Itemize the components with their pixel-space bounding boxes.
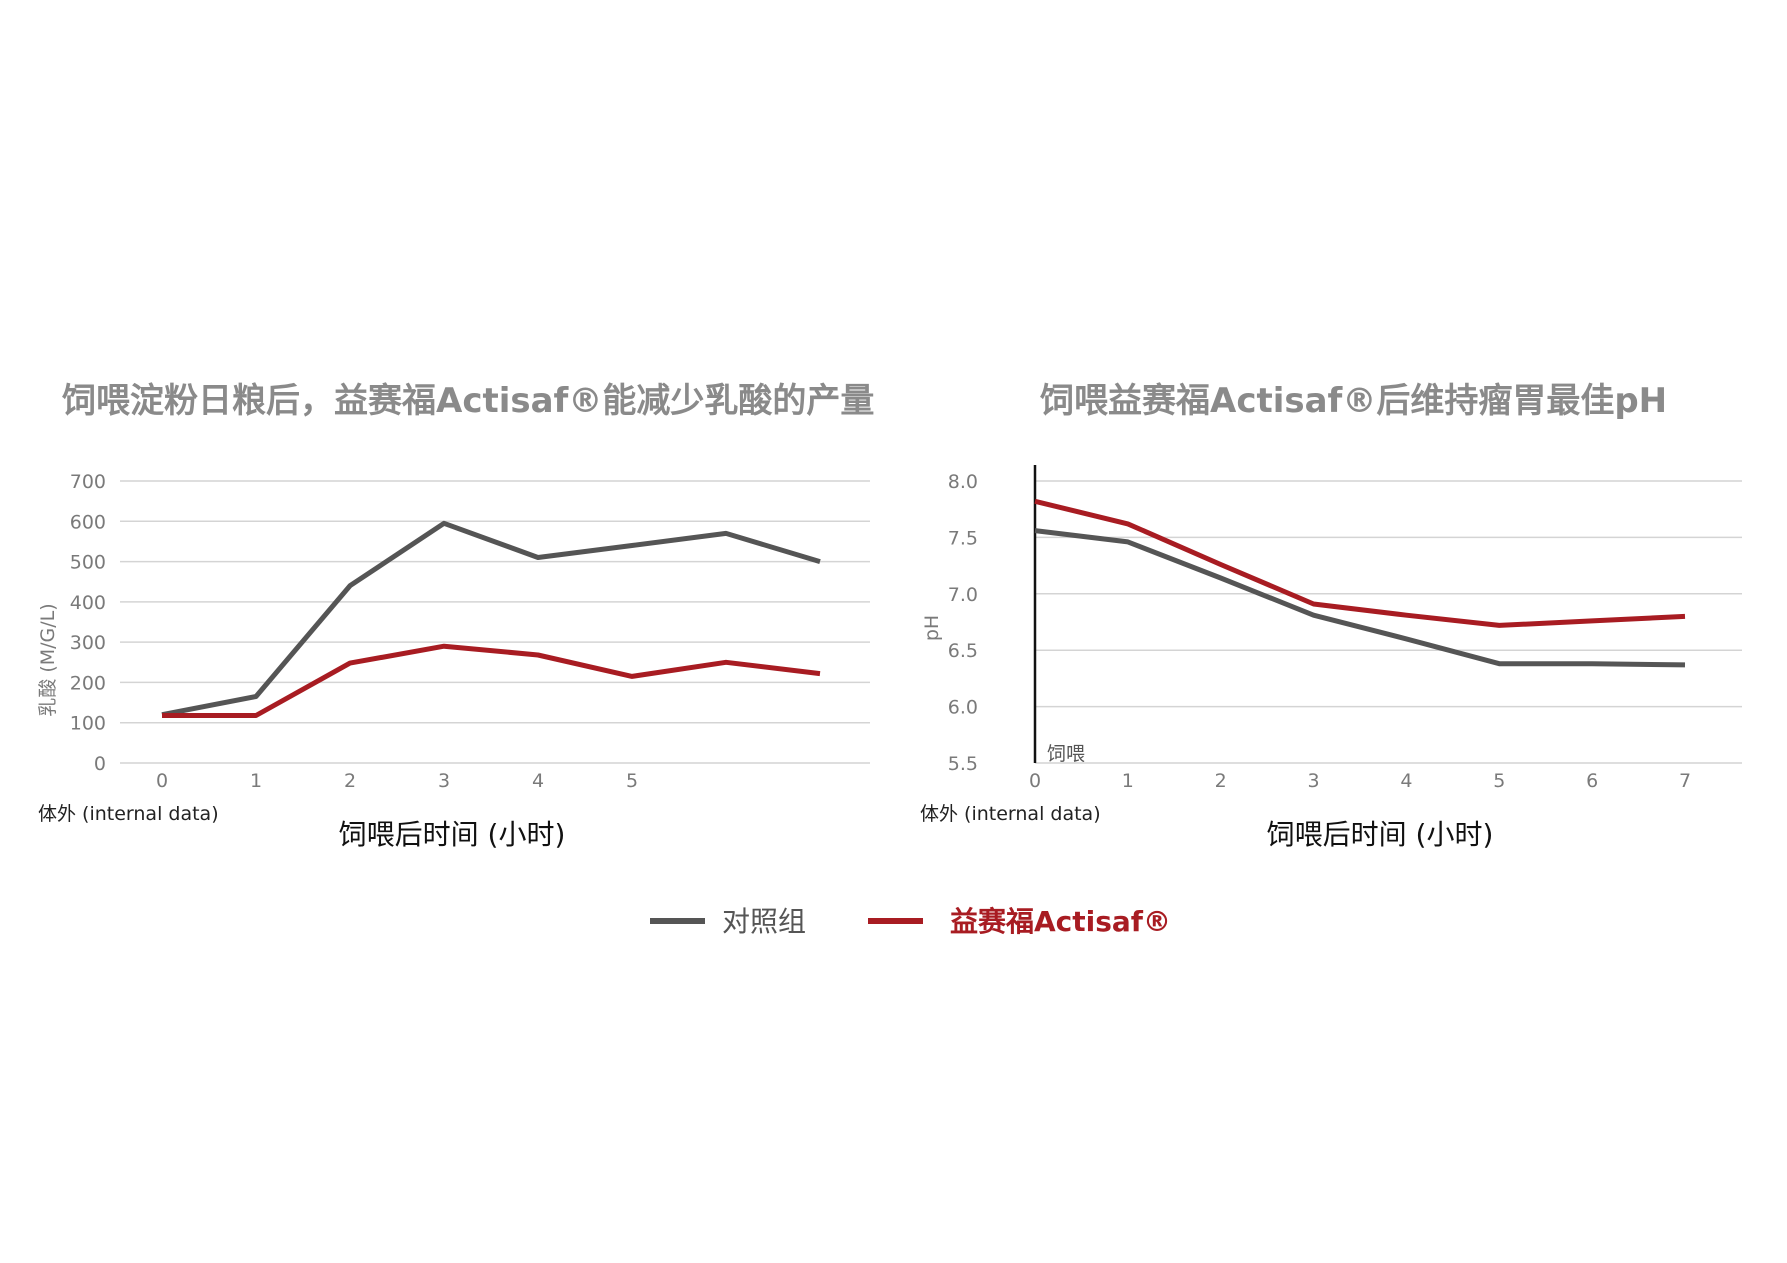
- legend-actisaf-label: 益赛福Actisaf®: [950, 905, 1171, 938]
- chart2-x-tick-label: 0: [1029, 770, 1041, 792]
- legend-control-label: 对照组: [722, 905, 806, 938]
- chart2-x-tick-label: 2: [1215, 770, 1227, 792]
- chart2-y-tick-label: 5.5: [948, 753, 978, 775]
- chart2-actisaf-series-line: [1034, 498, 1686, 628]
- chart2-x-axis-label: 饲喂后时间 (小时): [1267, 818, 1494, 851]
- chart1-y-tick-label: 200: [70, 672, 106, 694]
- chart2-control-series-line: [1034, 528, 1686, 668]
- chart2-title: 饲喂益赛福Actisaf®后维持瘤胃最佳pH: [1040, 381, 1667, 421]
- chart1-y-tick-label: 0: [94, 753, 106, 775]
- chart1-y-tick-label: 300: [70, 632, 106, 654]
- chart1-y-tick-label: 600: [70, 511, 106, 533]
- chart1-y-tick-label: 100: [70, 713, 106, 735]
- chart1-y-tick-label: 500: [70, 552, 106, 574]
- chart2-x-tick-label: 5: [1493, 770, 1505, 792]
- chart1-y-tick-label: 400: [70, 592, 106, 614]
- chart2-x-tick-label: 1: [1122, 770, 1134, 792]
- chart2-y-tick-label: 7.0: [948, 584, 978, 606]
- chart2-y-axis-label: pH: [921, 615, 943, 641]
- chart1-x-tick-label: 2: [344, 770, 356, 792]
- chart1-x-axis-label: 饲喂后时间 (小时): [339, 818, 566, 851]
- chart2-x-tick-label: 4: [1400, 770, 1412, 792]
- chart2-y-tick-label: 7.5: [948, 527, 978, 549]
- chart1-title: 饲喂淀粉日粮后，益赛福Actisaf®能减少乳酸的产量: [62, 381, 874, 421]
- chart-marks: 0 100 200 300 400 500 600 700 0 1 2 3 4 5 5.5 6.0 6.5 7.0…: [70, 465, 1742, 792]
- feeding-annotation: 饲喂: [1047, 743, 1085, 765]
- chart1-x-tick-label: 0: [156, 770, 168, 792]
- chart2-y-tick-label: 6.5: [948, 640, 978, 662]
- chart2-y-tick-label: 8.0: [948, 471, 978, 493]
- chart1-y-axis-label: 乳酸 (M/G/L): [37, 603, 59, 716]
- chart2-x-tick-label: 3: [1308, 770, 1320, 792]
- chart1-x-tick-label: 5: [626, 770, 638, 792]
- chart1-actisaf-series-line: [162, 643, 821, 718]
- chart1-control-series-line: [161, 520, 821, 718]
- chart1-y-tick-label: 700: [70, 471, 106, 493]
- chart2-y-tick-label: 6.0: [948, 697, 978, 719]
- chart1-x-tick-label: 4: [532, 770, 544, 792]
- chart2-x-tick-label: 6: [1586, 770, 1598, 792]
- chart1-source-note: 体外 (internal data): [38, 803, 219, 825]
- chart2-x-tick-label: 7: [1679, 770, 1691, 792]
- chart1-x-tick-label: 1: [250, 770, 262, 792]
- chart2-source-note: 体外 (internal data): [920, 803, 1101, 825]
- chart1-x-tick-label: 3: [438, 770, 450, 792]
